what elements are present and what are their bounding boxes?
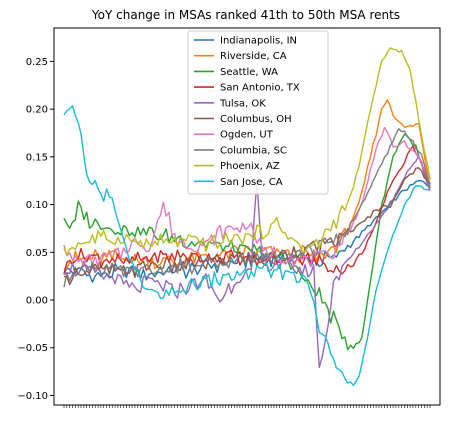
legend-label-9: San Jose, CA xyxy=(220,177,283,188)
y-tick-label: −0.05 xyxy=(17,343,48,354)
legend-box xyxy=(187,30,329,195)
legend-label-3: San Antonio, TX xyxy=(220,83,300,94)
legend-label-5: Columbus, OH xyxy=(220,114,292,125)
legend-label-8: Phoenix, AZ xyxy=(220,161,280,172)
y-tick-label: 0.15 xyxy=(26,152,48,163)
legend: Indianapolis, IN Riverside, CA Seattle, WA… xyxy=(187,30,329,195)
series-line-9 xyxy=(63,105,431,386)
y-axis: −0.10 −0.05 0.00 0.05 0.10 0.15 0.20 0.25 xyxy=(17,57,54,402)
legend-label-1: Riverside, CA xyxy=(220,51,287,62)
legend-label-0: Indianapolis, IN xyxy=(220,36,297,47)
legend-label-4: Tulsa, OK xyxy=(219,98,266,109)
legend-label-6: Ogden, UT xyxy=(220,130,274,141)
y-tick-label: −0.10 xyxy=(17,391,48,402)
series-line-6 xyxy=(63,126,431,268)
series-layer xyxy=(63,47,431,386)
chart-title: YoY change in MSAs ranked 41th to 50th M… xyxy=(91,8,400,22)
plot-frame xyxy=(53,27,441,406)
x-axis xyxy=(63,405,431,408)
series-line-4 xyxy=(63,155,431,368)
y-tick-label: 0.25 xyxy=(26,57,48,68)
y-tick-label: 0.00 xyxy=(26,296,48,307)
legend-label-2: Seattle, WA xyxy=(220,67,278,78)
y-tick-label: 0.05 xyxy=(26,248,48,259)
series-line-8 xyxy=(63,47,431,256)
series-line-2 xyxy=(63,133,431,351)
legend-label-7: Columbia, SC xyxy=(220,145,287,156)
y-tick-label: 0.10 xyxy=(26,200,48,211)
y-tick-label: 0.20 xyxy=(26,105,48,116)
series-line-7 xyxy=(63,128,431,288)
